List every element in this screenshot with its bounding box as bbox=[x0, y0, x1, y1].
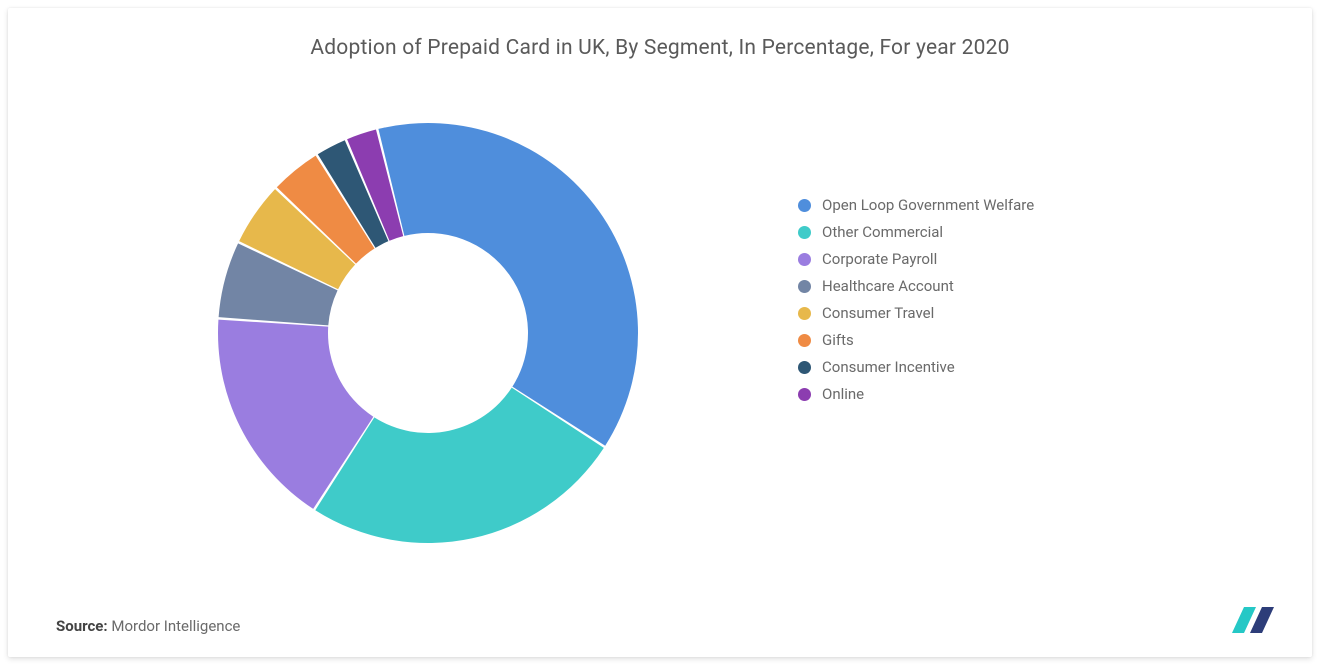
legend-label: Gifts bbox=[822, 331, 854, 349]
source-label: Source: bbox=[56, 617, 108, 635]
legend-item: Healthcare Account bbox=[798, 277, 1034, 295]
legend-swatch bbox=[798, 307, 811, 320]
chart-card: Adoption of Prepaid Card in UK, By Segme… bbox=[8, 8, 1312, 657]
legend-item: Consumer Incentive bbox=[798, 358, 1034, 376]
legend-label: Healthcare Account bbox=[822, 277, 954, 295]
legend-label: Other Commercial bbox=[822, 223, 943, 241]
legend-item: Consumer Travel bbox=[798, 304, 1034, 322]
legend-swatch bbox=[798, 226, 811, 239]
legend-item: Corporate Payroll bbox=[798, 250, 1034, 268]
chart-legend: Open Loop Government Welfare Other Commer… bbox=[798, 196, 1034, 412]
legend-label: Online bbox=[822, 385, 864, 403]
brand-logo bbox=[1226, 603, 1282, 639]
legend-item: Gifts bbox=[798, 331, 1034, 349]
legend-swatch bbox=[798, 361, 811, 374]
legend-label: Open Loop Government Welfare bbox=[822, 196, 1034, 214]
legend-item: Open Loop Government Welfare bbox=[798, 196, 1034, 214]
legend-label: Corporate Payroll bbox=[822, 250, 937, 268]
legend-label: Consumer Incentive bbox=[822, 358, 955, 376]
source-value: Mordor Intelligence bbox=[111, 617, 240, 635]
donut-chart bbox=[208, 113, 648, 553]
legend-swatch bbox=[798, 199, 811, 212]
legend-item: Other Commercial bbox=[798, 223, 1034, 241]
legend-swatch bbox=[798, 280, 811, 293]
legend-swatch bbox=[798, 253, 811, 266]
legend-label: Consumer Travel bbox=[822, 304, 934, 322]
chart-title: Adoption of Prepaid Card in UK, By Segme… bbox=[8, 36, 1312, 60]
legend-item: Online bbox=[798, 385, 1034, 403]
source-line: Source: Mordor Intelligence bbox=[56, 617, 240, 635]
legend-swatch bbox=[798, 388, 811, 401]
legend-swatch bbox=[798, 334, 811, 347]
